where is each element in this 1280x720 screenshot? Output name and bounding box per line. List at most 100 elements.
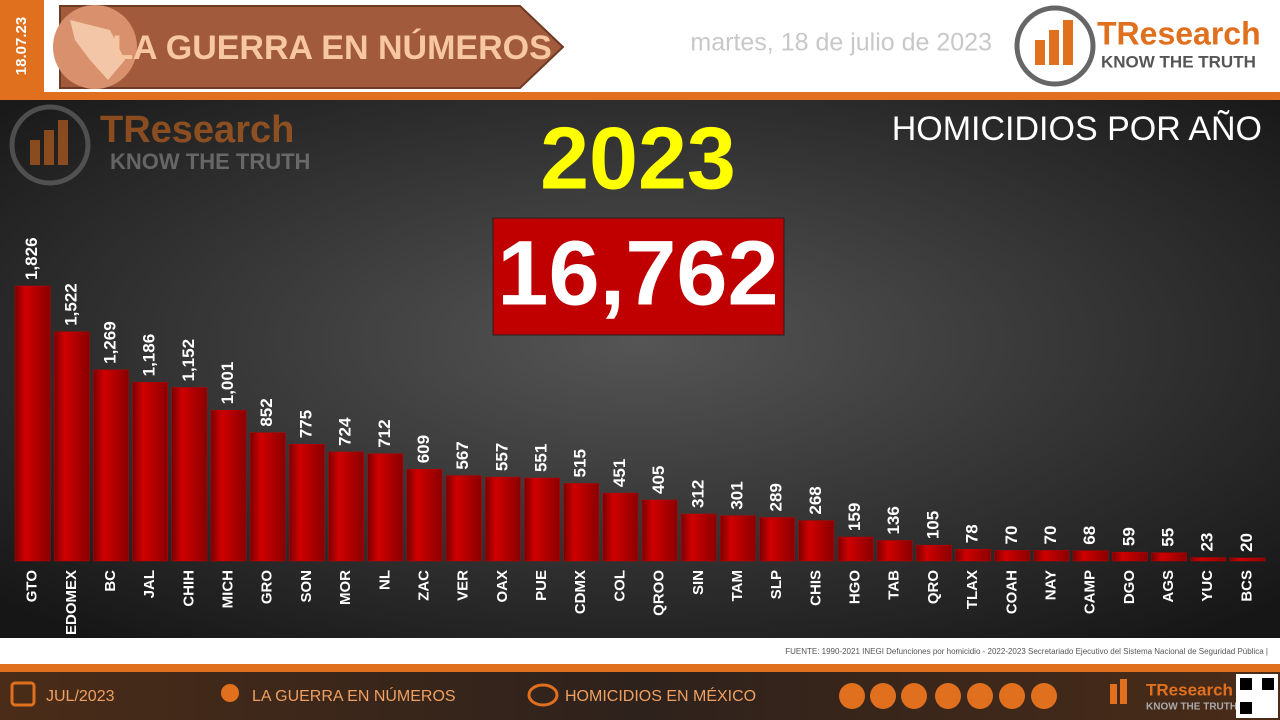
social-icons [839, 683, 1057, 709]
bar [759, 517, 795, 562]
x-tick-label: BCS [1238, 570, 1255, 602]
value-label: 1,522 [61, 283, 80, 326]
year-label: 2023 [540, 108, 736, 207]
x-tick-label: CHIS [807, 570, 824, 606]
footer-item: JUL/2023 [46, 688, 115, 705]
header-date: martes, 18 de julio de 2023 [690, 29, 992, 57]
value-label: 70 [1002, 526, 1021, 545]
value-label: 609 [414, 435, 433, 463]
x-tick-label: AGS [1160, 570, 1177, 603]
x-tick-label: OAX [494, 570, 511, 603]
value-label: 557 [492, 443, 511, 471]
pin-icon [221, 684, 239, 702]
bar [720, 515, 756, 562]
bar [1190, 557, 1227, 562]
facebook-icon[interactable] [967, 683, 993, 709]
value-label: 23 [1198, 533, 1217, 552]
value-label: 55 [1159, 528, 1178, 547]
linkedin-icon[interactable] [999, 683, 1025, 709]
value-label: 301 [727, 481, 746, 509]
value-label: 20 [1237, 533, 1256, 552]
value-label: 551 [532, 444, 551, 472]
value-label: 59 [1119, 527, 1138, 546]
phone-icon[interactable] [870, 683, 896, 709]
qr-mark [1240, 702, 1252, 714]
bar [1229, 557, 1266, 562]
bar [955, 549, 991, 562]
value-label: 289 [767, 483, 786, 511]
x-tick-label: QRO [925, 570, 942, 605]
value-label: 1,186 [140, 334, 159, 377]
x-tick-label: SLP [768, 570, 785, 599]
x-tick-label: CAMP [1082, 570, 1099, 614]
bar [1112, 551, 1148, 562]
x-tick-label: QROO [651, 570, 668, 616]
value-label: 268 [806, 486, 825, 514]
x-tick-label: COAH [1003, 570, 1020, 614]
logo-ring [9, 104, 91, 186]
mail-icon[interactable] [901, 683, 927, 709]
bar [445, 475, 482, 562]
logo-bar [1120, 679, 1127, 704]
x-tick-label: DGO [1121, 570, 1138, 605]
logo-name: TResearch [1146, 680, 1233, 699]
chart-title: HOMICIDIOS POR AÑO [892, 110, 1262, 148]
x-tick-label: ZAC [415, 570, 432, 601]
bar [1151, 552, 1187, 562]
logo-name: TResearch [1097, 15, 1261, 51]
qr-mark [1240, 678, 1252, 690]
logo-bar [1049, 30, 1059, 65]
logo-tagline: KNOW THE TRUTH [1101, 52, 1256, 71]
bar [563, 483, 600, 562]
value-label: 1,269 [100, 321, 119, 364]
x-tick-label: GRO [259, 570, 276, 605]
web-icon[interactable] [839, 683, 865, 709]
footer-stripe [0, 664, 1280, 672]
x-tick-label: SIN [690, 570, 707, 595]
bar [53, 331, 90, 562]
bar [994, 550, 1031, 562]
bar [876, 540, 913, 562]
header-stripe [0, 92, 1280, 100]
value-label: 159 [845, 503, 864, 531]
x-tick-label: NAY [1042, 570, 1059, 600]
logo-bar [44, 130, 54, 165]
x-tick-label: SON [298, 570, 315, 603]
x-tick-label: CHIH [180, 570, 197, 607]
logo-tagline: KNOW THE TRUTH [110, 149, 310, 174]
bar [289, 444, 325, 562]
x-tick-label: CDMX [572, 570, 589, 614]
logo-bar [1035, 40, 1045, 65]
chat-icon [527, 683, 559, 707]
total-label: 16,762 [497, 222, 778, 324]
value-label: 515 [571, 449, 590, 477]
bar [602, 492, 639, 562]
bar [1033, 550, 1070, 562]
bar [367, 453, 404, 562]
logo-bar [1063, 20, 1073, 65]
bar [485, 476, 521, 562]
logo-bar [30, 140, 40, 165]
value-label: 78 [963, 524, 982, 543]
x-tick-label: MICH [220, 570, 237, 608]
x-tick-label: VER [455, 570, 472, 601]
x-tick-label: NL [376, 570, 393, 590]
logo-bar [1110, 684, 1117, 704]
twitter-icon[interactable] [935, 683, 961, 709]
bar [328, 451, 364, 562]
bar [916, 544, 952, 562]
value-label: 105 [923, 511, 942, 539]
youtube-icon[interactable] [1031, 683, 1057, 709]
value-label: 1,826 [22, 237, 41, 280]
x-tick-label: TAB [886, 570, 903, 600]
bar [171, 387, 208, 562]
value-label: 712 [375, 419, 394, 447]
map-icon [70, 20, 125, 80]
bar [406, 469, 443, 562]
x-tick-label: HGO [847, 570, 864, 605]
total-box [492, 217, 785, 336]
logo-ring [1014, 5, 1096, 87]
value-label: 136 [884, 506, 903, 534]
x-tick-label: TLAX [964, 570, 981, 609]
value-label: 724 [336, 417, 355, 446]
